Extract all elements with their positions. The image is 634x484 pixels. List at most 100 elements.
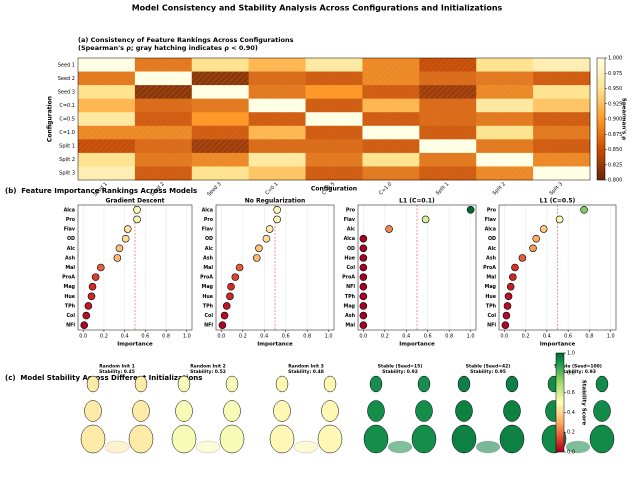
y-tick-label: Col (67, 313, 76, 319)
y-tick-label: NFl (204, 323, 213, 329)
colorbar-tick-label: 0.850 (608, 147, 622, 153)
x-axis-label: Importance (540, 342, 576, 348)
colorbar-tick-label: 0.6 (567, 390, 575, 396)
node (411, 424, 437, 454)
y-tick-label: Ash (65, 255, 76, 261)
y-tick-label: Pro (204, 217, 214, 223)
y-tick-label: TPh (65, 303, 76, 309)
y-tick-label: Alc (67, 246, 75, 252)
dot (255, 244, 263, 253)
node (317, 424, 343, 454)
y-tick-label: Ash (486, 255, 497, 261)
x-axis-label: Importance (117, 342, 153, 348)
section-title: (c) Model Stability Across Different Ini… (5, 374, 202, 382)
panel-subtitle: Stability: 0.48 (288, 369, 324, 375)
node (503, 400, 521, 422)
node (593, 400, 611, 422)
node (321, 400, 339, 422)
x-tick-label: 0.2 (522, 334, 530, 340)
x-tick-label: 0.2 (100, 334, 108, 340)
x-tick-label: 0.8 (162, 334, 170, 340)
y-tick-label: ProA (200, 275, 213, 281)
hatch (134, 85, 192, 99)
hatch (362, 71, 420, 86)
node (323, 375, 337, 393)
panel-subtitle: Stability: 0.52 (190, 369, 226, 375)
dot (532, 234, 541, 243)
dot (220, 311, 229, 320)
y-tick-label: Flav (344, 217, 356, 223)
x-tick-label: 0.2 (239, 334, 247, 340)
hatch (476, 112, 534, 126)
hatch (362, 85, 420, 99)
x-tick-label: Split 3 (549, 181, 564, 196)
panel-title: Random Init 3 (288, 364, 324, 370)
hatch (248, 85, 306, 99)
dot (227, 282, 235, 291)
dot (359, 292, 368, 301)
heatmap-cell (78, 166, 136, 181)
y-tick-label: Ash (345, 313, 356, 319)
hatch (134, 166, 192, 180)
y-axis-label: Configuration (47, 96, 54, 142)
node (589, 424, 615, 454)
subplot-title: Gradient Descent (106, 198, 165, 205)
dot (506, 282, 515, 291)
dot (273, 215, 281, 224)
dot (262, 234, 271, 243)
y-tick-label: Hue (485, 294, 496, 300)
dot (359, 282, 368, 291)
dot (502, 311, 511, 320)
hatch (533, 139, 590, 153)
y-tick-label: Alca (64, 207, 75, 213)
dot (466, 206, 475, 214)
hatch (476, 71, 534, 86)
y-tick-label: Hue (202, 294, 213, 300)
dot (580, 206, 588, 214)
y-tick-label: Seed 2 (58, 76, 75, 82)
heatmap-cell (362, 98, 420, 113)
hatch (533, 71, 590, 86)
heatmap-cell (134, 71, 193, 86)
dot (121, 234, 130, 243)
dot (359, 263, 368, 272)
node (134, 375, 148, 393)
node (177, 375, 191, 393)
hatch (476, 85, 534, 99)
y-tick-label: Alca (485, 227, 496, 233)
x-tick-label: 1.0 (467, 334, 475, 340)
heatmap-cell (476, 125, 534, 140)
x-axis-label: Configuration (311, 186, 357, 193)
x-tick-label: 0.4 (402, 334, 410, 340)
node (128, 424, 154, 454)
panel-subtitle: Stability: 0.95 (470, 369, 506, 375)
colorbar-tick-label: 0.4 (567, 410, 575, 416)
y-tick-label: Seed 1 (58, 62, 75, 68)
heatmap-cell (476, 152, 534, 167)
hatch (362, 166, 420, 180)
heatmap-cell (533, 85, 591, 99)
y-tick-label: ProA (342, 275, 355, 281)
heatmap-cell (476, 58, 534, 72)
hatch (419, 71, 477, 86)
x-tick-label: Split 2 (492, 181, 507, 196)
y-tick-label: OD (347, 246, 355, 252)
axes-frame (357, 204, 477, 331)
x-tick-label: 0.6 (424, 334, 432, 340)
dot (133, 206, 141, 214)
dot (218, 321, 227, 329)
y-tick-label: Col (205, 313, 214, 319)
x-tick-label: 0.0 (79, 334, 87, 340)
dot (385, 225, 393, 233)
hatch (305, 98, 363, 113)
y-tick-label: OD (205, 236, 213, 242)
x-tick-label: 0.2 (381, 334, 389, 340)
dot (501, 321, 510, 329)
y-tick-label: Col (488, 313, 497, 319)
dot (518, 254, 527, 262)
y-tick-label: OD (67, 236, 75, 242)
panel-title: Random Init 1 (99, 364, 135, 370)
hatch (533, 152, 590, 167)
panel-subtitle: Stability: 0.45 (99, 369, 135, 375)
